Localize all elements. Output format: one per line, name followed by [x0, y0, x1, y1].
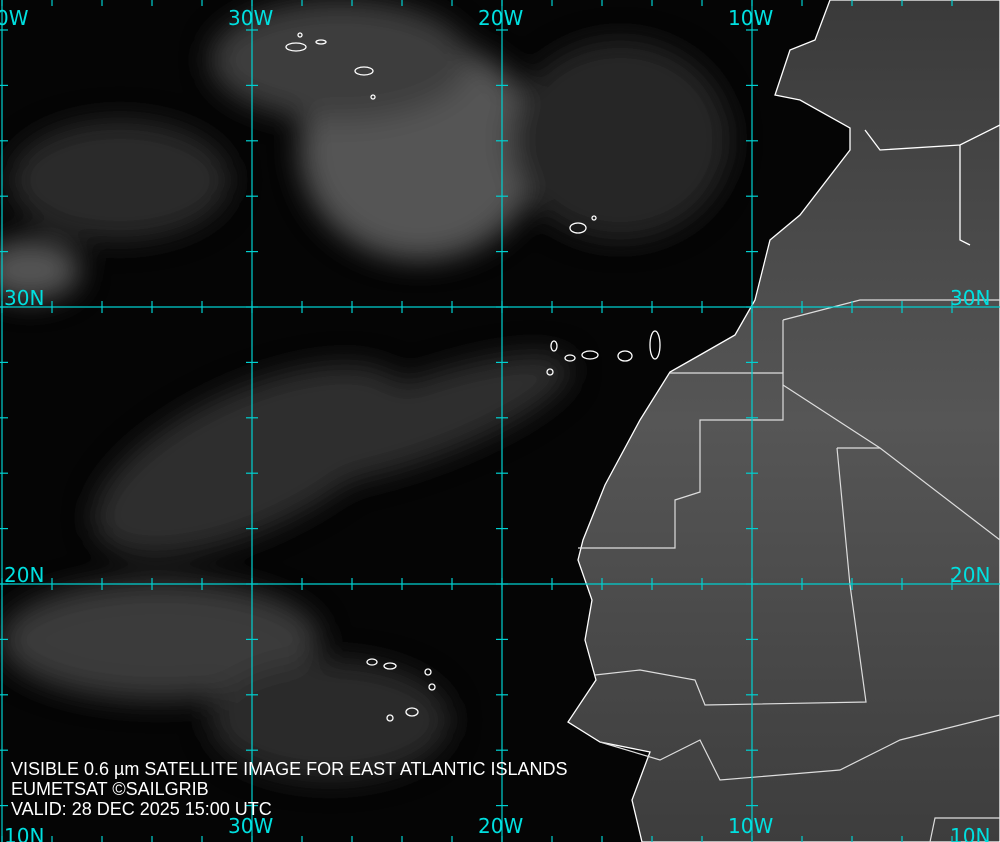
lat-label-20n: 20N: [4, 563, 45, 587]
lon-label-20w-bottom: 20W: [478, 814, 524, 838]
lon-label-10w: 10W: [728, 6, 774, 30]
lat-label-30n: 30N: [4, 286, 45, 310]
lat-label-10n: 10N: [4, 824, 45, 842]
lat-label-10n-right: 10N: [950, 824, 991, 842]
lon-label-30w: 30W: [228, 6, 274, 30]
caption-valid-time: VALID: 28 DEC 2025 15:00 UTC: [11, 799, 272, 819]
caption-title: VISIBLE 0.6 µm SATELLITE IMAGE FOR EAST …: [11, 759, 568, 779]
country-borders: [578, 299, 1000, 842]
lon-label-40w: 0W: [0, 6, 29, 30]
lat-label-30n-right: 30N: [950, 286, 991, 310]
lon-label-10w-bottom: 10W: [728, 814, 774, 838]
caption-credit: EUMETSAT ©SAILGRIB: [11, 779, 209, 799]
iberia-border: [864, 124, 1000, 246]
lat-label-20n-right: 20N: [950, 563, 991, 587]
lon-label-30w-bottom: 30W: [228, 814, 274, 838]
lon-label-20w: 20W: [478, 6, 524, 30]
africa-land: [567, 0, 1000, 842]
islands: [285, 32, 661, 722]
